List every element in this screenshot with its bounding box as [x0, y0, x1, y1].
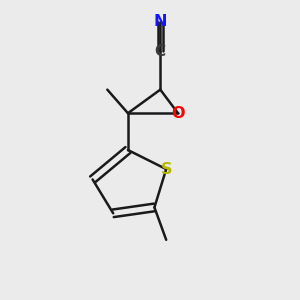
Text: O: O	[171, 106, 185, 121]
Text: N: N	[154, 14, 167, 29]
Text: S: S	[160, 162, 172, 177]
Text: C: C	[155, 44, 166, 59]
